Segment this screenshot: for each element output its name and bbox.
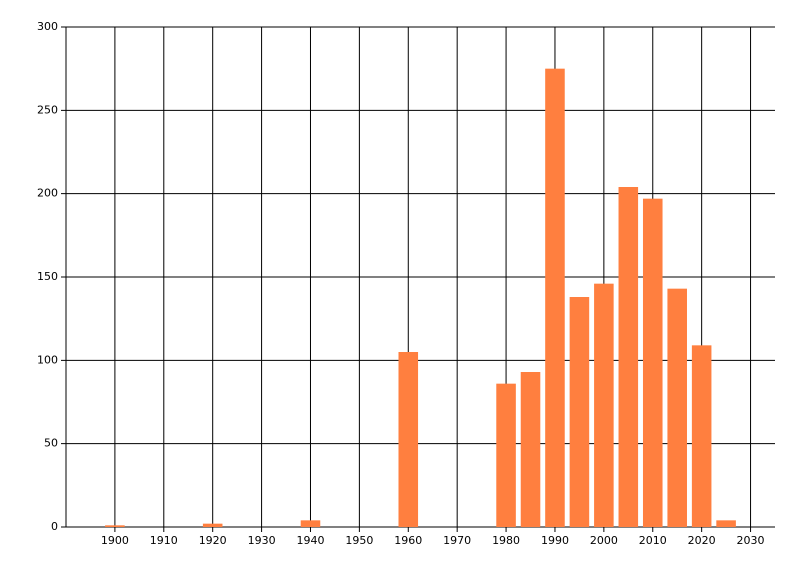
x-tick-label: 1900 <box>101 534 129 547</box>
x-tick-label: 2000 <box>590 534 618 547</box>
bar <box>202 523 223 527</box>
y-tick-label: 50 <box>44 437 58 450</box>
bar <box>569 297 590 527</box>
x-tick-label: 2020 <box>688 534 716 547</box>
bar <box>618 187 639 527</box>
bar <box>667 288 687 527</box>
x-tick-label: 1950 <box>345 534 373 547</box>
bar <box>716 520 736 527</box>
x-tick-label: 1910 <box>150 534 178 547</box>
bar <box>545 68 565 528</box>
bar <box>691 345 712 527</box>
y-tick-label: 150 <box>37 270 58 283</box>
x-tick-label: 1920 <box>199 534 227 547</box>
x-tick-label: 1930 <box>248 534 276 547</box>
x-tick-label: 2010 <box>639 534 667 547</box>
y-tick-label: 200 <box>37 187 58 200</box>
x-tick-label: 1960 <box>394 534 422 547</box>
bar <box>642 198 663 527</box>
x-tick-label: 2030 <box>737 534 765 547</box>
y-tick-label: 0 <box>51 520 58 533</box>
bar <box>520 372 541 527</box>
bar <box>398 352 419 527</box>
x-tick-label: 1940 <box>296 534 324 547</box>
bar <box>496 383 516 527</box>
x-tick-label: 1980 <box>492 534 520 547</box>
y-tick-label: 250 <box>37 103 58 116</box>
bar <box>300 520 321 527</box>
bar <box>594 283 614 527</box>
x-tick-label: 1970 <box>443 534 471 547</box>
x-tick-label: 1990 <box>541 534 569 547</box>
y-tick-label: 100 <box>37 353 58 366</box>
bar <box>105 525 125 527</box>
y-tick-label: 300 <box>37 20 58 33</box>
